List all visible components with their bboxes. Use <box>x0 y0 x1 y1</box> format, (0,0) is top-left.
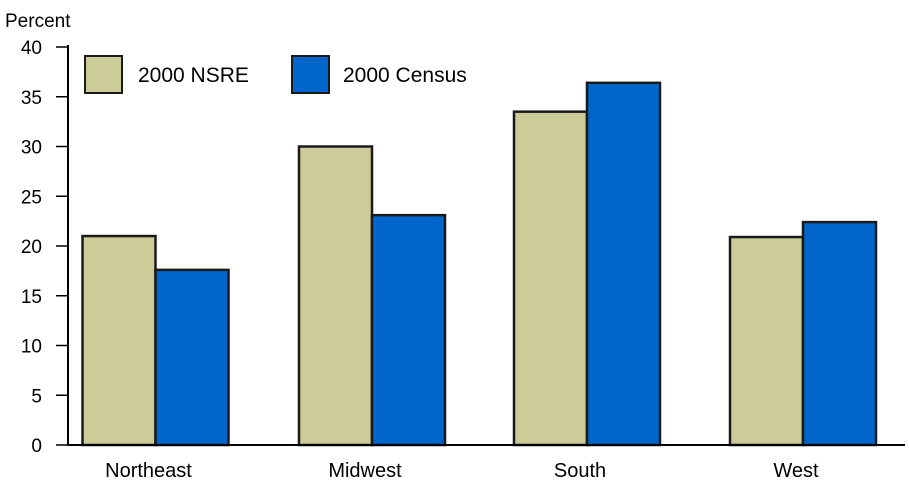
category-label: South <box>554 460 606 481</box>
y-tick-label: 0 <box>31 436 42 457</box>
bar-northeast-nsre <box>81 234 157 447</box>
bars <box>81 81 878 447</box>
legend-swatch <box>84 55 123 94</box>
legend-label: 2000 NSRE <box>138 64 249 87</box>
y-tick-label: 5 <box>31 386 42 407</box>
category-label: Midwest <box>328 460 402 481</box>
category-label: West <box>773 460 819 481</box>
bar-midwest-census <box>370 213 447 447</box>
bar-south-nsre <box>512 110 589 447</box>
legend-swatch <box>291 55 330 94</box>
y-tick-label: 20 <box>21 237 42 258</box>
bar-midwest-nsre <box>297 145 374 447</box>
y-tick-label: 30 <box>21 138 42 159</box>
y-tick-label: 35 <box>21 88 42 109</box>
y-tick-label: 25 <box>21 187 42 208</box>
y-tick-label: 40 <box>21 38 42 59</box>
bar-west-nsre <box>728 235 805 447</box>
bar-west-census <box>801 220 878 447</box>
legend-label: 2000 Census <box>343 64 467 87</box>
y-axis-ticks: 0 5 10 15 20 25 30 35 40 <box>21 38 68 457</box>
y-tick-label: 10 <box>21 337 42 358</box>
bar-south-census <box>585 81 662 447</box>
y-axis-label: Percent <box>5 11 71 32</box>
category-label: Northeast <box>105 460 192 481</box>
x-axis-categories: Northeast Midwest South West <box>105 460 819 481</box>
y-tick-label: 15 <box>21 287 42 308</box>
axes <box>67 45 905 446</box>
legend: 2000 NSRE 2000 Census <box>84 55 467 94</box>
bar-northeast-census <box>154 268 230 447</box>
